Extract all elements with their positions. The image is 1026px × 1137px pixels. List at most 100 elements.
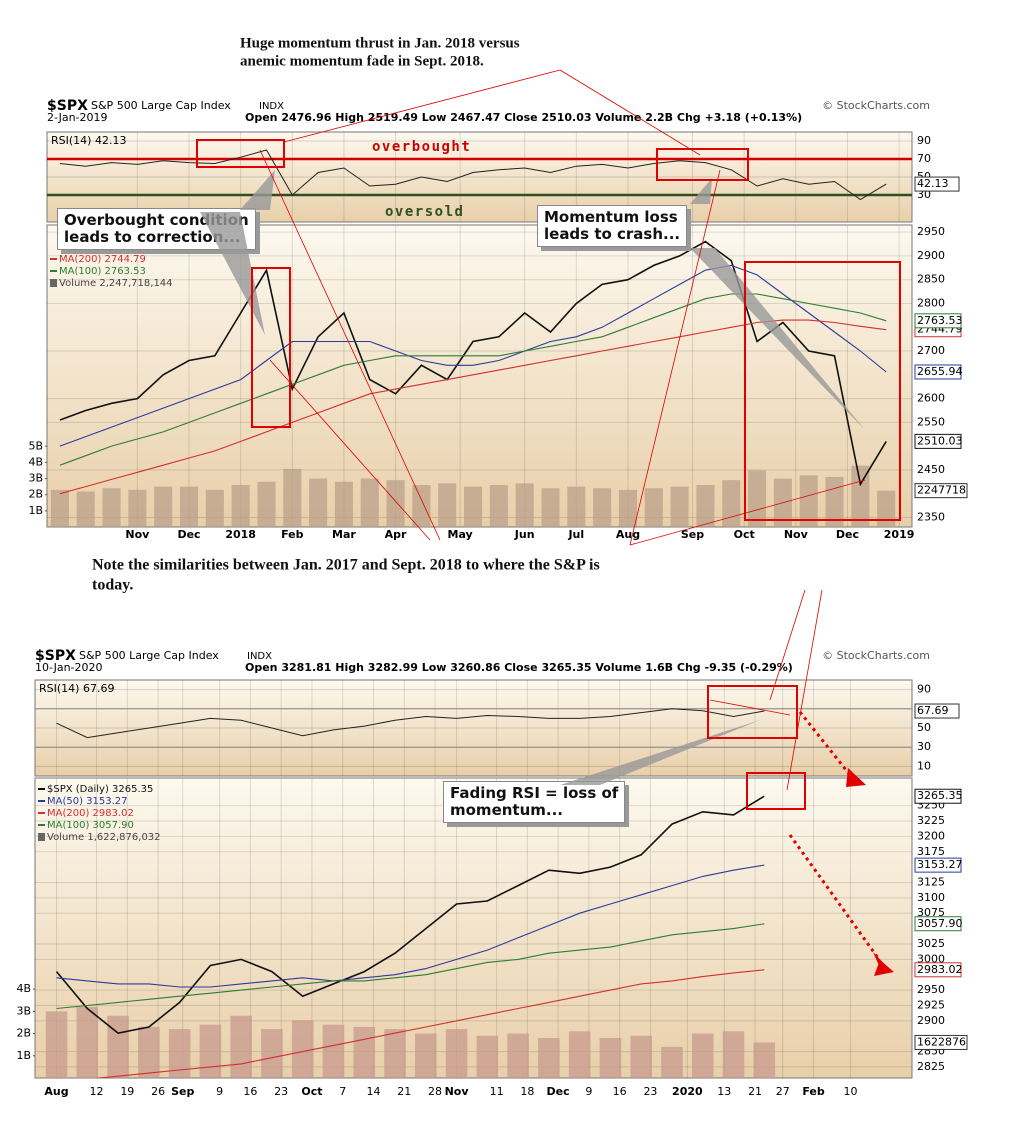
x-tick-label: Oct: [734, 528, 755, 541]
volume-bar: [154, 486, 173, 527]
last-value-label: 2763.53: [917, 314, 963, 327]
y-tick-label: 2350: [917, 510, 945, 523]
volume-bar: [438, 483, 457, 527]
x-tick-label: 21: [748, 1085, 762, 1098]
legend-swatch: [50, 279, 57, 287]
x-tick-label: 7: [339, 1085, 346, 1098]
x-tick-label: 21: [397, 1085, 411, 1098]
x-tick-label: Oct: [301, 1085, 322, 1098]
volume-bar: [50, 489, 69, 527]
y-tick-label: 2900: [917, 1014, 945, 1027]
volume-tick-label: 1B: [28, 504, 43, 517]
volume-bar: [76, 491, 95, 527]
x-tick-label: 18: [520, 1085, 534, 1098]
volume-bar: [199, 1024, 222, 1078]
x-tick-label: 2019: [884, 528, 915, 541]
volume-bar: [748, 470, 767, 527]
x-tick-label: 12: [90, 1085, 104, 1098]
callout: Fading RSI = loss of momentum...: [443, 781, 626, 823]
x-tick-label: Dec: [547, 1085, 570, 1098]
volume-bar: [476, 1035, 499, 1078]
x-tick-label: 23: [274, 1085, 288, 1098]
note: Note the similarities between Jan. 2017 …: [92, 557, 600, 574]
volume-bar: [877, 490, 896, 527]
x-tick-label: 27: [776, 1085, 790, 1098]
last-value-label: 3057.90: [917, 917, 963, 930]
y-tick-label: 30: [917, 740, 931, 753]
volume-bar: [753, 1042, 776, 1078]
last-value-box: [914, 703, 960, 719]
x-tick-label: 10: [843, 1085, 857, 1098]
y-tick-label: 2550: [917, 415, 945, 428]
y-tick-label: 3000: [917, 952, 945, 965]
volume-bar: [230, 1015, 252, 1078]
x-tick-label: 13: [717, 1085, 731, 1098]
y-tick-label: 2900: [917, 249, 945, 262]
last-value-box: [914, 176, 960, 192]
volume-bar: [691, 1033, 714, 1078]
x-tick-label: Nov: [784, 528, 809, 541]
source: © StockCharts.com: [822, 99, 930, 112]
volume-tick-label: 5B: [28, 439, 43, 452]
volume-bar: [670, 486, 689, 527]
note: today.: [92, 577, 133, 594]
legend-label: Volume 2,247,718,144: [59, 278, 173, 289]
symbol: $SPX: [47, 98, 88, 114]
y-tick-label: 2800: [917, 296, 945, 309]
last-value-label: 42.13: [917, 177, 949, 190]
x-tick-label: 2018: [225, 528, 256, 541]
volume-bar: [283, 468, 302, 527]
x-tick-label: 16: [613, 1085, 627, 1098]
last-value-box: [914, 483, 968, 499]
volume-bar: [205, 489, 224, 527]
legend-label: Volume 1,622,876,032: [47, 832, 161, 843]
x-tick-label: May: [448, 528, 473, 541]
volume-bar: [799, 475, 818, 527]
quote: Open 2476.96 High 2519.49 Low 2467.47 Cl…: [245, 111, 802, 124]
volume-tick-label: 2B: [16, 1027, 31, 1040]
last-value-label: 1622876: [917, 1035, 966, 1048]
volume-bar: [661, 1046, 683, 1078]
x-tick-label: 26: [151, 1085, 165, 1098]
y-tick-label: 2950: [917, 983, 945, 996]
price-series: [55, 795, 765, 1078]
rsi-label: RSI(14) 42.13: [51, 134, 126, 147]
index-name: S&P 500 Large Cap Index: [91, 99, 231, 112]
last-value-label: 2510.03: [917, 434, 963, 447]
legend-label: MA(100) 3057.90: [47, 820, 134, 831]
y-tick-label: 2450: [917, 463, 945, 476]
volume-bar: [415, 1033, 437, 1078]
last-value-box: [914, 857, 962, 873]
last-value-box: [914, 364, 962, 380]
x-tick-label: 16: [243, 1085, 257, 1098]
last-value-label: 3153.27: [917, 858, 963, 871]
volume-bar: [445, 1029, 468, 1078]
x-tick-label: 11: [490, 1085, 504, 1098]
source: © StockCharts.com: [822, 649, 930, 662]
last-value-box: [914, 916, 962, 932]
volume-bar: [515, 483, 534, 527]
y-tick-label: 3225: [917, 814, 945, 827]
x-tick-label: 2020: [672, 1085, 703, 1098]
last-value-box: [914, 1034, 968, 1050]
x-tick-label: Sep: [171, 1085, 194, 1098]
price-line: [55, 795, 765, 1034]
rsi-line: [56, 708, 765, 739]
y-tick-label: 2950: [917, 225, 945, 238]
legend-label: MA(200) 2983.02: [47, 808, 134, 819]
volume-bar: [722, 480, 741, 527]
volume-bar: [507, 1033, 529, 1078]
headline: anemic momentum fade in Sept. 2018.: [240, 53, 484, 69]
volume-bar: [291, 1020, 314, 1078]
x-tick-label: Nov: [445, 1085, 470, 1098]
volume-bar: [567, 486, 586, 527]
y-tick-label: 2600: [917, 392, 945, 405]
callout-line: Momentum loss: [544, 208, 678, 226]
callout-line: leads to crash...: [544, 225, 681, 243]
volume-tick-label: 1B: [16, 1049, 31, 1062]
volume-bar: [179, 486, 199, 527]
x-tick-label: 28: [428, 1085, 442, 1098]
volume-bar: [261, 1029, 283, 1078]
volume-bar: [128, 489, 147, 527]
